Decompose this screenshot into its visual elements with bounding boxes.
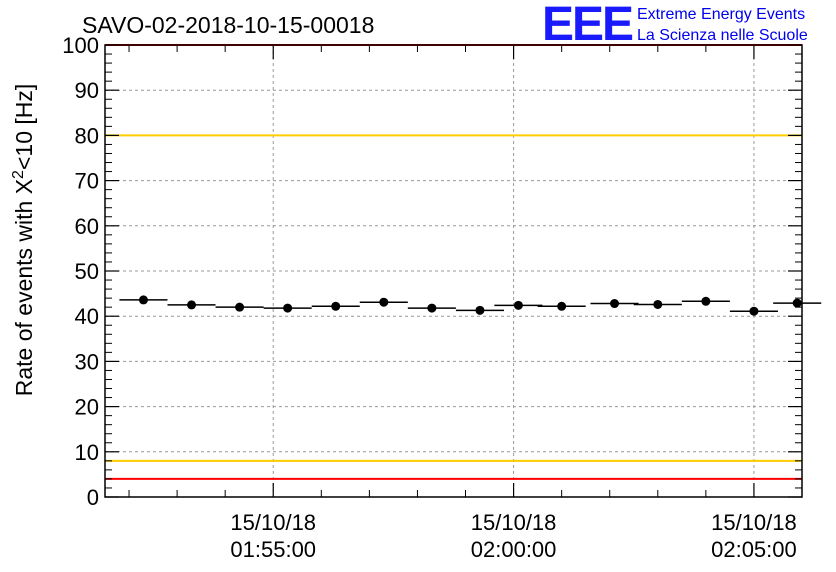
data-point (475, 305, 485, 315)
data-point (427, 303, 437, 313)
eee-logo-line2: La Scienza nelle Scuole (637, 27, 808, 44)
x-tick-time: 02:05:00 (711, 537, 797, 562)
data-point (557, 301, 567, 311)
y-tick-label: 60 (75, 214, 99, 239)
y-tick-label: 30 (75, 349, 99, 374)
data-point (792, 298, 802, 308)
y-tick-label: 10 (75, 440, 99, 465)
x-tick-time: 01:55:00 (230, 537, 316, 562)
x-tick-time: 02:00:00 (471, 537, 557, 562)
data-point (513, 300, 523, 310)
data-point (187, 300, 197, 310)
y-tick-label: 100 (62, 33, 99, 58)
data-points (119, 295, 822, 316)
eee-logo-mark: EEE (542, 0, 633, 51)
eee-logo: EEE Extreme Energy Events La Scienza nel… (542, 0, 808, 51)
axis-labels: 010203040506070809010015/10/1801:55:0015… (62, 33, 796, 562)
y-tick-label: 70 (75, 169, 99, 194)
data-point (283, 303, 293, 313)
eee-logo-line1: Extreme Energy Events (637, 6, 805, 23)
y-axis-label: Rate of events with X2<10 [Hz] (10, 84, 37, 397)
data-point (653, 299, 663, 309)
y-tick-label: 20 (75, 395, 99, 420)
y-tick-label: 50 (75, 259, 99, 284)
y-tick-label: 90 (75, 78, 99, 103)
y-axis-label-sup: 2 (10, 170, 27, 179)
data-point (379, 297, 389, 307)
data-point (331, 301, 341, 311)
data-point (235, 302, 245, 312)
x-tick-date: 15/10/18 (230, 510, 316, 535)
data-point (701, 296, 711, 306)
data-point (138, 295, 148, 305)
y-axis-label-tail: <10 [Hz] (11, 84, 37, 170)
y-tick-label: 40 (75, 304, 99, 329)
data-point (610, 299, 620, 309)
data-point (749, 306, 759, 316)
x-tick-date: 15/10/18 (471, 510, 557, 535)
reference-lines (105, 44, 802, 480)
y-tick-label: 80 (75, 123, 99, 148)
y-axis-label-main: Rate of events with X (11, 179, 37, 396)
axis-ticks (105, 44, 803, 498)
x-tick-date: 15/10/18 (711, 510, 797, 535)
grid-layer (105, 45, 802, 497)
y-tick-label: 0 (87, 485, 99, 510)
chart-title: SAVO-02-2018-10-15-00018 (82, 12, 374, 38)
